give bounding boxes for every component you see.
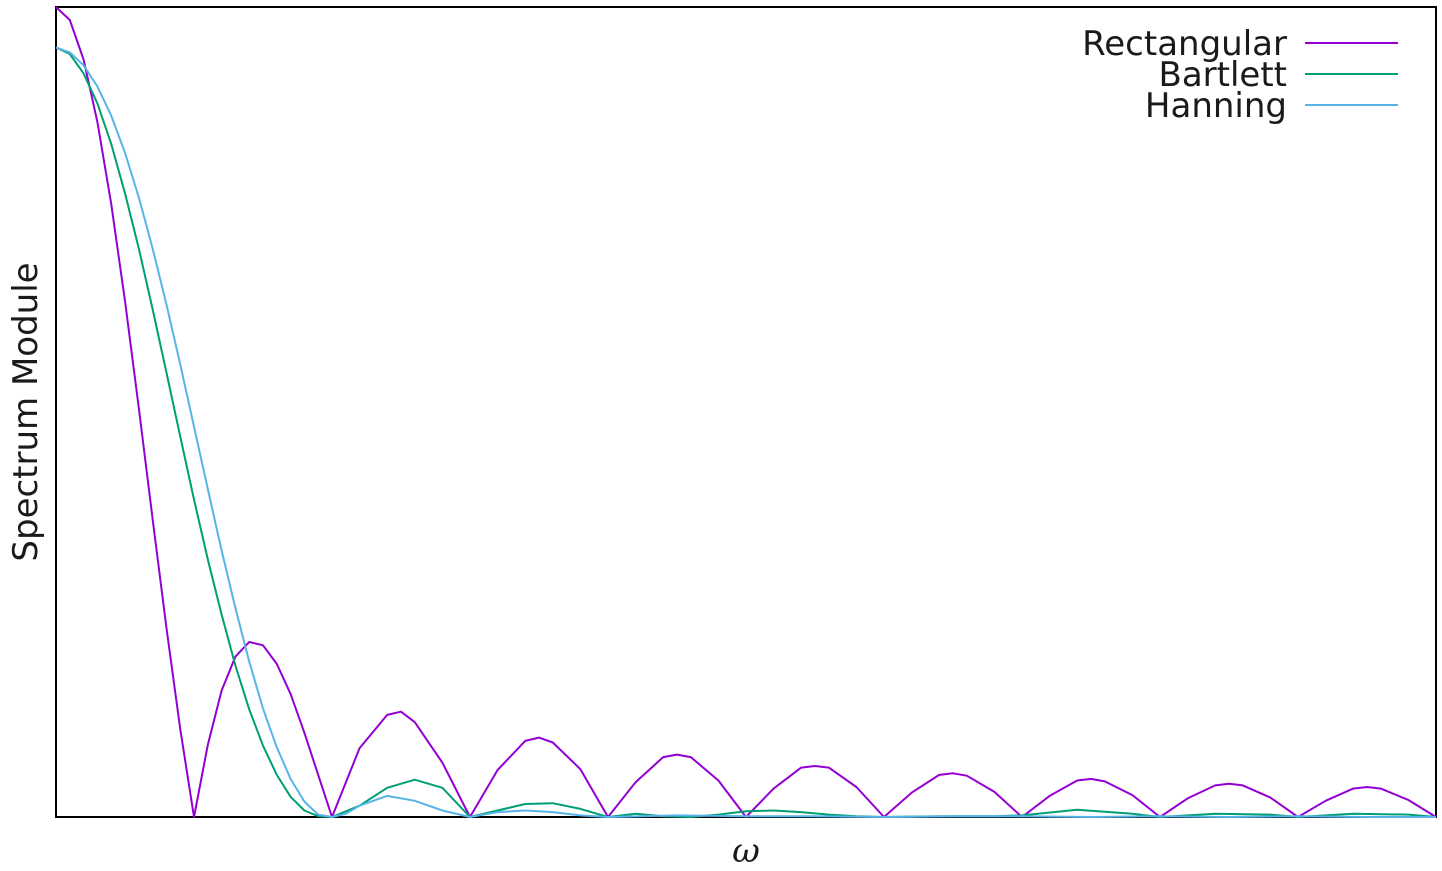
legend-label-rectangular: Rectangular <box>1082 24 1287 64</box>
plot-frame <box>55 6 1437 818</box>
legend-label-bartlett: Bartlett <box>1159 55 1288 95</box>
series-layer <box>55 6 1437 818</box>
x-axis-label: ω <box>732 831 760 871</box>
series-line-bartlett <box>55 46 1437 818</box>
y-axis-label: Spectrum Module <box>6 262 46 561</box>
series-line-rectangular <box>55 6 1437 818</box>
legend-label-hanning: Hanning <box>1145 86 1287 126</box>
series-line-hanning <box>55 46 1436 818</box>
